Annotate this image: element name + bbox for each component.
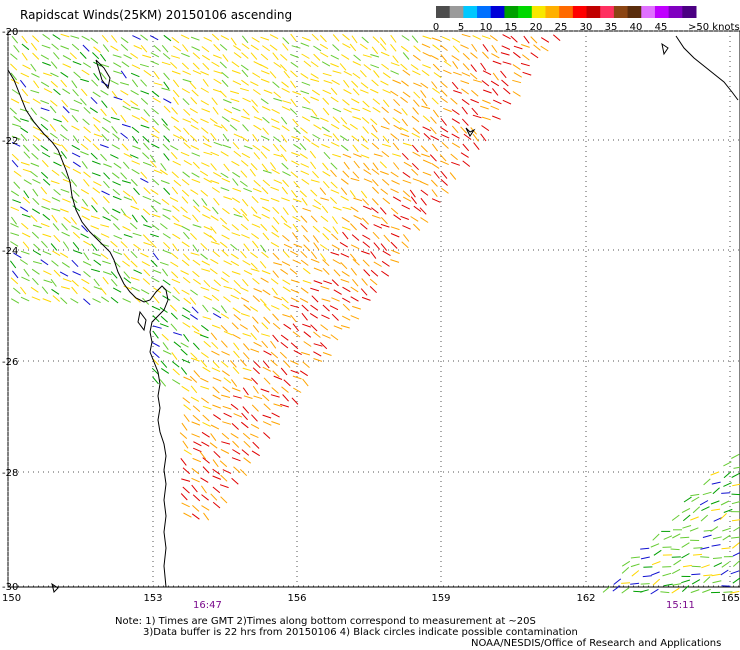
- legend-swatch: [641, 6, 656, 18]
- legend-tick-label: 45: [655, 22, 668, 33]
- legend-swatch: [436, 6, 451, 18]
- wind-barbs: [9, 33, 740, 595]
- longitude-label: 159: [431, 593, 450, 604]
- legend-tick-label: 0: [433, 22, 439, 33]
- longitude-label: 165: [721, 593, 740, 604]
- legend-swatch: [613, 6, 629, 18]
- legend-tick-label: 15: [505, 22, 518, 33]
- legend-tick-label: 20: [530, 22, 543, 33]
- coastline-new-caledonia: [465, 35, 739, 137]
- legend-swatch: [504, 6, 519, 18]
- legend-swatch: [572, 6, 588, 18]
- axis-labels: 150 153 156 159 162 165 -20 -22 -24 -26 -28 -30: [2, 27, 740, 604]
- legend-swatch: [586, 6, 601, 18]
- legend-tick-label: 10: [480, 22, 493, 33]
- map-frame: [7, 30, 740, 588]
- coastline-australia: [7, 59, 169, 593]
- latitude-label: -26: [2, 357, 18, 368]
- legend-swatch: [668, 6, 683, 18]
- longitude-label: 156: [287, 593, 306, 604]
- latitude-label: -20: [2, 27, 18, 38]
- legend-tick-label: 35: [605, 22, 618, 33]
- legend-swatch: [682, 6, 697, 18]
- legend-tick-label: 40: [630, 22, 643, 33]
- legend-swatch: [518, 6, 533, 18]
- legend-swatch: [600, 6, 615, 18]
- note-line-3: NOAA/NESDIS/Office of Research and Appli…: [471, 638, 722, 649]
- graticule-grid: [7, 30, 740, 587]
- note-line-1: Note: 1) Times are GMT 2)Times along bot…: [115, 616, 536, 627]
- latitude-label: -30: [2, 582, 18, 593]
- longitude-label: 162: [576, 593, 595, 604]
- legend-unit-label: >50 knots: [688, 22, 740, 33]
- legend-swatch: [490, 6, 505, 18]
- longitude-label: 150: [2, 593, 21, 604]
- legend-swatch: [531, 6, 546, 18]
- legend-swatch: [559, 6, 574, 18]
- note-line-2: 3)Data buffer is 22 hrs from 20150106 4)…: [143, 627, 578, 638]
- legend-tick-label: 25: [555, 22, 568, 33]
- legend-swatch: [477, 6, 492, 18]
- legend-tick-label: 30: [580, 22, 593, 33]
- swath-time-label: 16:47: [193, 600, 222, 611]
- legend-swatch: [627, 6, 642, 18]
- wind-speed-legend: 0 5 10 15 20 25 30 35 40 45 >50 knots: [433, 6, 740, 33]
- latitude-label: -24: [2, 246, 18, 257]
- legend-swatch: [654, 6, 670, 18]
- latitude-label: -28: [2, 468, 18, 479]
- legend-tick-label: 5: [458, 22, 464, 33]
- longitude-label: 153: [143, 593, 162, 604]
- legend-swatch: [463, 6, 478, 18]
- legend-swatch: [449, 6, 464, 18]
- latitude-label: -22: [2, 136, 18, 147]
- map-title: Rapidscat Winds(25KM) 20150106 ascending: [20, 8, 293, 22]
- swath-time-label: 15:11: [666, 600, 695, 611]
- legend-swatch: [545, 6, 560, 18]
